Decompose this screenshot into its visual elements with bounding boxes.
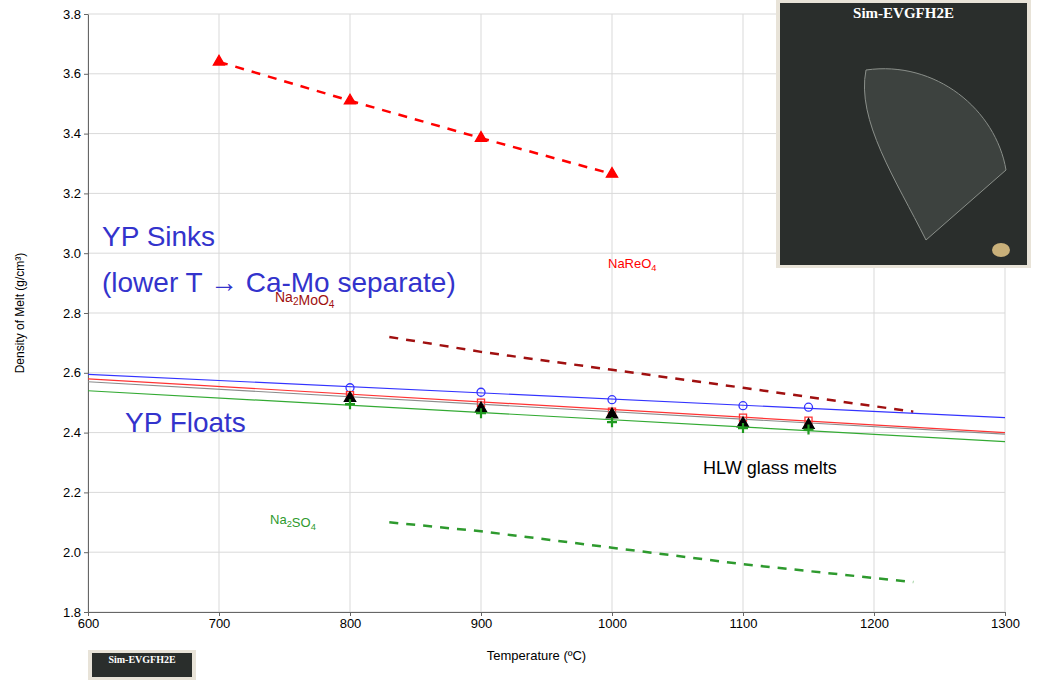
data-point: [606, 408, 617, 418]
data-point: [804, 425, 814, 435]
x-axis: 6007008009001000110012001300: [78, 612, 1020, 631]
series-label: NaReO4: [608, 256, 657, 273]
data-point: [345, 399, 355, 409]
axis-line: [88, 15, 89, 613]
tick: 3.4: [63, 126, 88, 141]
label-part: 4: [311, 522, 316, 532]
data-point: [477, 388, 485, 396]
photo-image: [780, 3, 1027, 265]
tick-label: 700: [209, 616, 231, 631]
photo: Sim-EVGFH2E: [776, 0, 1031, 268]
chart: 60070080090010001100120013001.82.02.22.4…: [0, 0, 1043, 680]
tick: 1100: [730, 612, 758, 631]
tick-mark: [84, 74, 88, 75]
data-point: [606, 167, 617, 177]
tick-mark: [84, 134, 88, 135]
tick: 900: [471, 612, 493, 631]
axis-line: [89, 612, 1006, 613]
grid: [88, 14, 1005, 612]
tick: 2.6: [63, 365, 88, 380]
tick-label: 900: [471, 616, 493, 631]
tick: 1200: [860, 612, 889, 631]
tick-label: 2.4: [63, 425, 81, 440]
x-axis-title: Temperature (ºC): [487, 648, 586, 663]
tick-mark: [84, 373, 88, 374]
tick-label: 1.8: [63, 605, 81, 620]
tick-label: 800: [340, 616, 362, 631]
series-line: [219, 62, 612, 174]
photo: Sim-EVGFH2E: [88, 650, 196, 680]
data-point: [608, 396, 616, 404]
tick: 700: [209, 612, 231, 631]
tick-label: 3.2: [63, 186, 81, 201]
photo-detail: [864, 69, 1006, 240]
y-axis-title: Density of Melt (g/cm³): [13, 253, 27, 374]
tick-label: 3.6: [63, 66, 81, 81]
tick-mark: [84, 193, 88, 194]
tick: 2.4: [63, 425, 88, 440]
data-point: [739, 402, 747, 410]
tick-mark: [84, 552, 88, 553]
tick-mark: [84, 253, 88, 254]
tick-label: 3.4: [63, 126, 81, 141]
tick-mark: [84, 433, 88, 434]
grid-line: [88, 552, 1005, 553]
tick: 800: [340, 612, 362, 631]
tick-label: 2.0: [63, 545, 81, 560]
photo-label: Sim-EVGFH2E: [108, 654, 176, 665]
tick-label: 1200: [860, 616, 889, 631]
annotation: HLW glass melts: [703, 458, 837, 478]
label-part: 4: [651, 263, 656, 273]
grid-line: [88, 372, 1005, 373]
series-line: [88, 391, 1005, 442]
label-part: NaReO: [608, 256, 651, 271]
grid-line: [88, 612, 1005, 613]
grid-line: [88, 313, 1005, 314]
tick: 1000: [598, 612, 627, 631]
tick-mark: [84, 14, 88, 15]
tick-label: 1100: [730, 616, 758, 631]
annotation: (lower T → Ca-Mo separate): [102, 267, 456, 298]
tick: 2.2: [63, 485, 88, 500]
tick-label: 3.8: [63, 7, 81, 22]
tick: 3.6: [63, 66, 88, 81]
grid-line: [88, 492, 1005, 493]
data-point: [476, 408, 486, 418]
label-part: 4: [329, 299, 335, 310]
tick-label: 3.0: [63, 246, 81, 261]
data-point: [213, 55, 224, 65]
y-axis: 1.8 2.0 2.2 2.4 2.6 2.8 3.0 3.2 3.4 3.6 3.8: [63, 7, 89, 620]
data-point: [607, 417, 617, 427]
photo-frame: [88, 650, 196, 680]
annotation: YP Sinks: [102, 221, 215, 252]
tick: 3.0: [63, 246, 88, 261]
photo-frame: [776, 0, 1031, 268]
data-point: [738, 423, 748, 433]
tick: 2.8: [63, 306, 88, 321]
tick: 3.8: [63, 7, 88, 22]
tick-mark: [84, 492, 88, 493]
tick-label: 1000: [598, 616, 627, 631]
tick: 1300: [991, 612, 1020, 631]
annotation: YP Floats: [125, 407, 246, 438]
tick-mark: [84, 612, 88, 613]
data-point: [475, 132, 486, 142]
label-part: Na: [270, 512, 287, 527]
tick-mark: [84, 313, 88, 314]
series-line: [389, 522, 913, 582]
data-point: [344, 94, 355, 104]
tick: 3.2: [63, 186, 88, 201]
tick: 2.0: [63, 545, 88, 560]
tick-label: 1300: [991, 616, 1020, 631]
tick-label: 2.6: [63, 365, 81, 380]
data-point: [805, 403, 813, 411]
photo-label: Sim-EVGFH2E: [853, 5, 954, 21]
photo-image: [92, 653, 192, 677]
series-label: Na2SO4: [270, 512, 316, 532]
tick: 1.8: [63, 605, 88, 620]
tick-label: 2.8: [63, 306, 81, 321]
tick-label: 2.2: [63, 485, 81, 500]
label-part: SO: [292, 515, 311, 530]
photo-detail: [992, 243, 1010, 257]
